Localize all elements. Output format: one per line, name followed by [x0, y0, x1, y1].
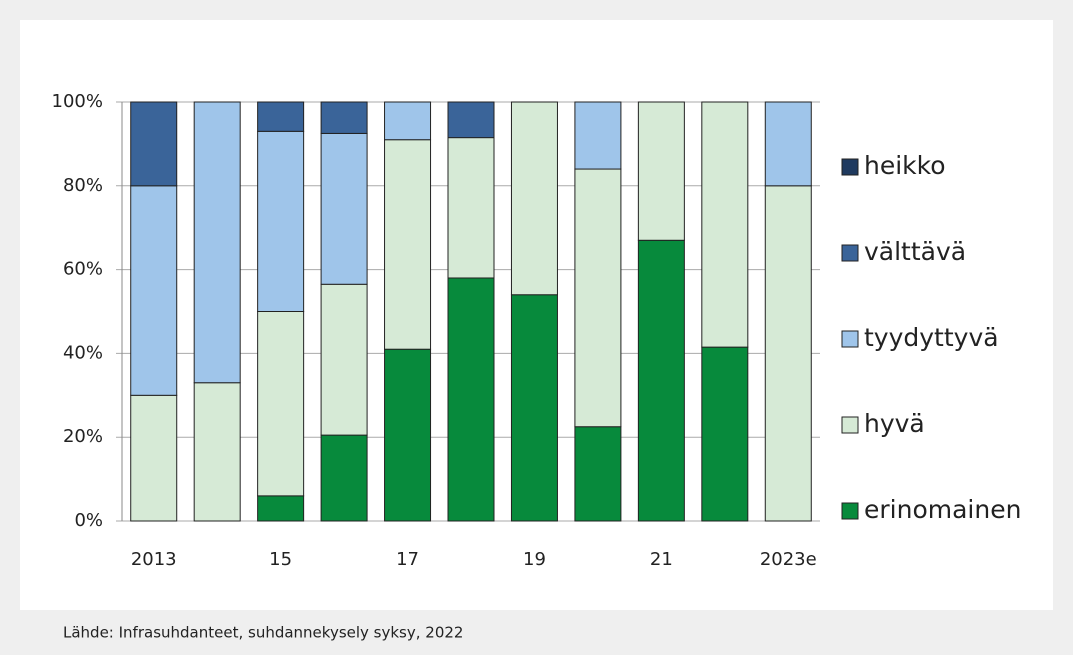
- bar-segment: [574, 101, 622, 170]
- y-tick-label: 40%: [63, 342, 103, 363]
- bar-segment: [447, 277, 495, 522]
- bar-segment: [764, 185, 812, 522]
- bar-segment: [257, 130, 305, 312]
- bar-segment: [257, 311, 305, 497]
- bar-segment: [320, 132, 368, 285]
- x-tick-label: 15: [269, 549, 292, 570]
- bar-segment: [510, 101, 558, 296]
- y-tick-label: 80%: [63, 175, 103, 196]
- legend-label: heikko: [864, 151, 946, 180]
- bar-segment: [637, 101, 685, 241]
- legend-label: hyvä: [864, 409, 925, 438]
- y-tick-label: 60%: [63, 259, 103, 280]
- source: Lähde: Infrasuhdanteet, suhdannekysely s…: [63, 624, 463, 642]
- bar-segment: [574, 426, 622, 522]
- bar-segment: [130, 101, 178, 187]
- bar-segment: [320, 101, 368, 134]
- bar-segment: [637, 239, 685, 522]
- bar-segment: [257, 101, 305, 132]
- bar-segment: [320, 283, 368, 436]
- bar-segment: [701, 346, 749, 522]
- x-tick-label: 21: [650, 549, 673, 570]
- y-tick-label: 20%: [63, 426, 103, 447]
- x-tick-label: 17: [396, 549, 419, 570]
- bar-segment: [257, 495, 305, 522]
- legend-swatch: [841, 502, 859, 520]
- legend-label: tyydyttyvä: [864, 323, 999, 352]
- x-tick-label: 2013: [131, 549, 177, 570]
- bar-segment: [574, 168, 622, 428]
- legend-swatch: [841, 330, 859, 348]
- y-tick-label: 100%: [52, 91, 103, 112]
- bar-segment: [447, 101, 495, 139]
- bar-segment: [193, 101, 241, 384]
- bar-segment: [384, 101, 432, 141]
- bar-segment: [193, 382, 241, 522]
- legend-label: välttävä: [864, 237, 966, 266]
- bar-segment: [384, 139, 432, 350]
- x-tick-label: 19: [523, 549, 546, 570]
- bar-segment: [320, 434, 368, 522]
- bar-segment: [130, 394, 178, 522]
- legend-swatch: [841, 416, 859, 434]
- legend-swatch: [841, 158, 859, 176]
- legend-label: erinomainen: [864, 495, 1021, 524]
- legend-swatch: [841, 244, 859, 262]
- bar-segment: [701, 101, 749, 348]
- x-tick-label: 2023e: [760, 549, 817, 570]
- bar-segment: [384, 348, 432, 522]
- bar-segment: [130, 185, 178, 396]
- y-tick-label: 0%: [74, 510, 103, 531]
- bar-segment: [447, 137, 495, 279]
- bar-segment: [510, 294, 558, 522]
- bar-segment: [764, 101, 812, 187]
